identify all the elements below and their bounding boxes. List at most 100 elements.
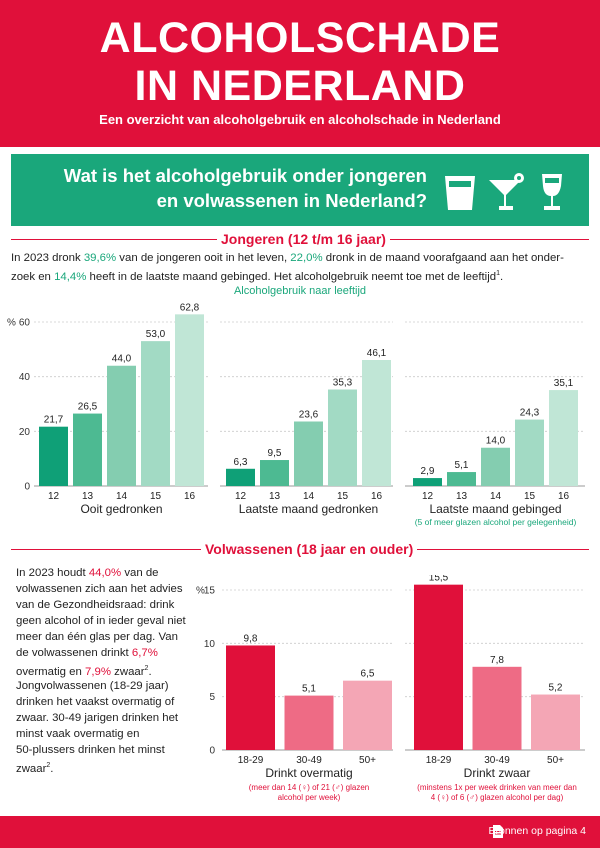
adult-charts: 0 5 10 15% 9,8 18-29 5,1 30-49 6,5 50+ Drinkt over… (196, 575, 585, 802)
bar-value-label: 5,1 (455, 460, 469, 471)
x-tick-label: 30-49 (296, 755, 322, 766)
page-title-line2: IN NEDERLAND (134, 62, 466, 110)
x-tick-label: 13 (456, 491, 468, 502)
bar-13 (447, 472, 476, 486)
chart-title: Laatste maand gedronken (239, 502, 378, 516)
bar-value-label: 62,8 (180, 302, 200, 313)
bar-value-label: 46,1 (367, 348, 387, 359)
adults-paragraph-2: Jongvolwassenen (18-29 jaar) drinken het… (16, 680, 179, 775)
bar-12 (39, 426, 68, 486)
bar-15 (328, 389, 357, 486)
chart-note-line2: 4 (♀) of 6 (♂) glazen alcohol per dag) (431, 793, 564, 802)
bar-30-49 (284, 695, 334, 750)
youth-paragraph: In 2023 dronk 39,6% van de jongeren ooit… (11, 252, 564, 283)
chart-4: 15,5 18-29 7,8 30-49 5,2 50+ Drinkt zwaar (mins… (405, 575, 585, 802)
x-tick-label: 15 (150, 491, 162, 502)
x-tick-label: 14 (116, 491, 128, 502)
bar-value-label: 26,5 (78, 402, 98, 413)
youth-ever-percentage: 39,6% (83, 252, 117, 264)
y-axis-unit: % (7, 318, 16, 329)
bar-50+ (343, 680, 392, 750)
page-title-line1: ALCOHOLSCHADE (99, 14, 501, 62)
bar-value-label: 6,3 (234, 457, 248, 468)
chart-note-line1: (meer dan 14 (♀) of 21 (♂) glazen (249, 783, 370, 792)
bar-value-label: 9,8 (244, 633, 258, 644)
chart-title: Drinkt zwaar (464, 766, 531, 780)
footer: Bronnen op pagina 4 (0, 816, 600, 848)
chart-title: Laatste maand gebinged (429, 502, 561, 516)
bar-16 (549, 390, 578, 486)
wine-glass-icon (542, 174, 562, 210)
banner-question-line2: en volwassenen in Nederland? (156, 190, 427, 211)
x-tick-label: 12 (48, 491, 60, 502)
youth-charts: 0 20 40 60% 21,7 12 26,5 13 44,0 14 53,0 15 62,8 16 Oo… (7, 302, 585, 527)
page-subtitle: Een overzicht van alcoholgebruik en alco… (99, 112, 501, 127)
bar-30-49 (472, 666, 522, 750)
bar-13 (73, 413, 102, 486)
bar-value-label: 35,3 (333, 378, 353, 389)
banner-question-line1: Wat is het alcoholgebruik onder jongeren (63, 165, 427, 186)
bar-16 (175, 314, 204, 486)
chart-note: (5 of meer glazen alcohol per gelegenhei… (415, 517, 577, 527)
bar-18-29 (414, 584, 463, 750)
bar-12 (226, 468, 255, 486)
x-tick-label: 30-49 (484, 755, 510, 766)
bar-value-label: 35,1 (554, 378, 574, 389)
youth-section-title: Jongeren (12 t/m 16 jaar) (217, 231, 390, 247)
bar-value-label: 5,1 (302, 684, 316, 695)
x-tick-label: 12 (422, 491, 434, 502)
bar-18-29 (226, 645, 275, 750)
adults-paragraph-1: In 2023 houdt 44,0% van de volwassenen z… (16, 567, 186, 678)
bar-value-label: 24,3 (520, 408, 540, 419)
y-tick-label: 0 (24, 482, 30, 493)
bar-value-label: 7,8 (490, 655, 504, 666)
x-tick-label: 15 (524, 491, 536, 502)
chart-0: 0 20 40 60% 21,7 12 26,5 13 44,0 14 53,0 15 62,8 16 Oo… (7, 302, 208, 516)
y-tick-label: 10 (204, 639, 216, 650)
x-tick-label: 18-29 (426, 755, 452, 766)
y-tick-label: 40 (19, 372, 31, 383)
footer-sources-link[interactable]: Bronnen op pagina 4 (488, 825, 587, 837)
header: ALCOHOLSCHADE IN NEDERLAND Een overzicht… (0, 0, 600, 147)
x-tick-label: 13 (269, 491, 281, 502)
x-tick-label: 18-29 (238, 755, 264, 766)
x-tick-label: 15 (337, 491, 349, 502)
x-tick-label: 13 (82, 491, 94, 502)
y-axis-unit: % (196, 586, 205, 597)
adults-excessive-percentage: 6,7% (131, 647, 158, 659)
document-icon (493, 825, 503, 838)
chart-note-line1: (minstens 1x per week drinken van meer d… (417, 783, 577, 792)
cocktail-icon (489, 173, 524, 210)
x-tick-label: 12 (235, 491, 247, 502)
bar-14 (107, 365, 136, 486)
adults-section-title: Volwassenen (18 jaar en ouder) (201, 541, 418, 557)
x-tick-label: 16 (558, 491, 570, 502)
y-tick-label: 60 (19, 318, 31, 329)
bar-value-label: 14,0 (486, 436, 506, 447)
bar-value-label: 44,0 (112, 354, 132, 365)
drink-icons (441, 170, 577, 219)
y-tick-label: 20 (19, 427, 31, 438)
youth-month-percentage: 22,0% (290, 252, 323, 264)
x-tick-label: 14 (490, 491, 502, 502)
x-tick-label: 14 (303, 491, 315, 502)
bar-value-label: 9,5 (268, 448, 282, 459)
question-banner: Wat is het alcoholgebruik onder jongeren… (11, 154, 589, 226)
bar-50+ (531, 694, 580, 750)
bar-14 (481, 447, 510, 486)
adults-heavy-percentage: 7,9% (85, 665, 111, 678)
bar-value-label: 2,9 (421, 466, 435, 477)
adults-advice-percentage: 44,0% (88, 567, 122, 579)
bar-value-label: 5,2 (549, 683, 563, 694)
bar-value-label: 53,0 (146, 329, 166, 340)
x-tick-label: 16 (371, 491, 383, 502)
x-tick-label: 50+ (547, 755, 564, 766)
chart-title: Ooit gedronken (80, 502, 162, 516)
bar-13 (260, 460, 289, 486)
chart-3: 0 5 10 15% 9,8 18-29 5,1 30-49 6,5 50+ Drinkt over… (196, 586, 393, 802)
youth-chart-subtitle: Alcoholgebruik naar leeftijd (233, 285, 367, 297)
bar-value-label: 23,6 (299, 409, 319, 420)
glass-icon (445, 176, 475, 210)
